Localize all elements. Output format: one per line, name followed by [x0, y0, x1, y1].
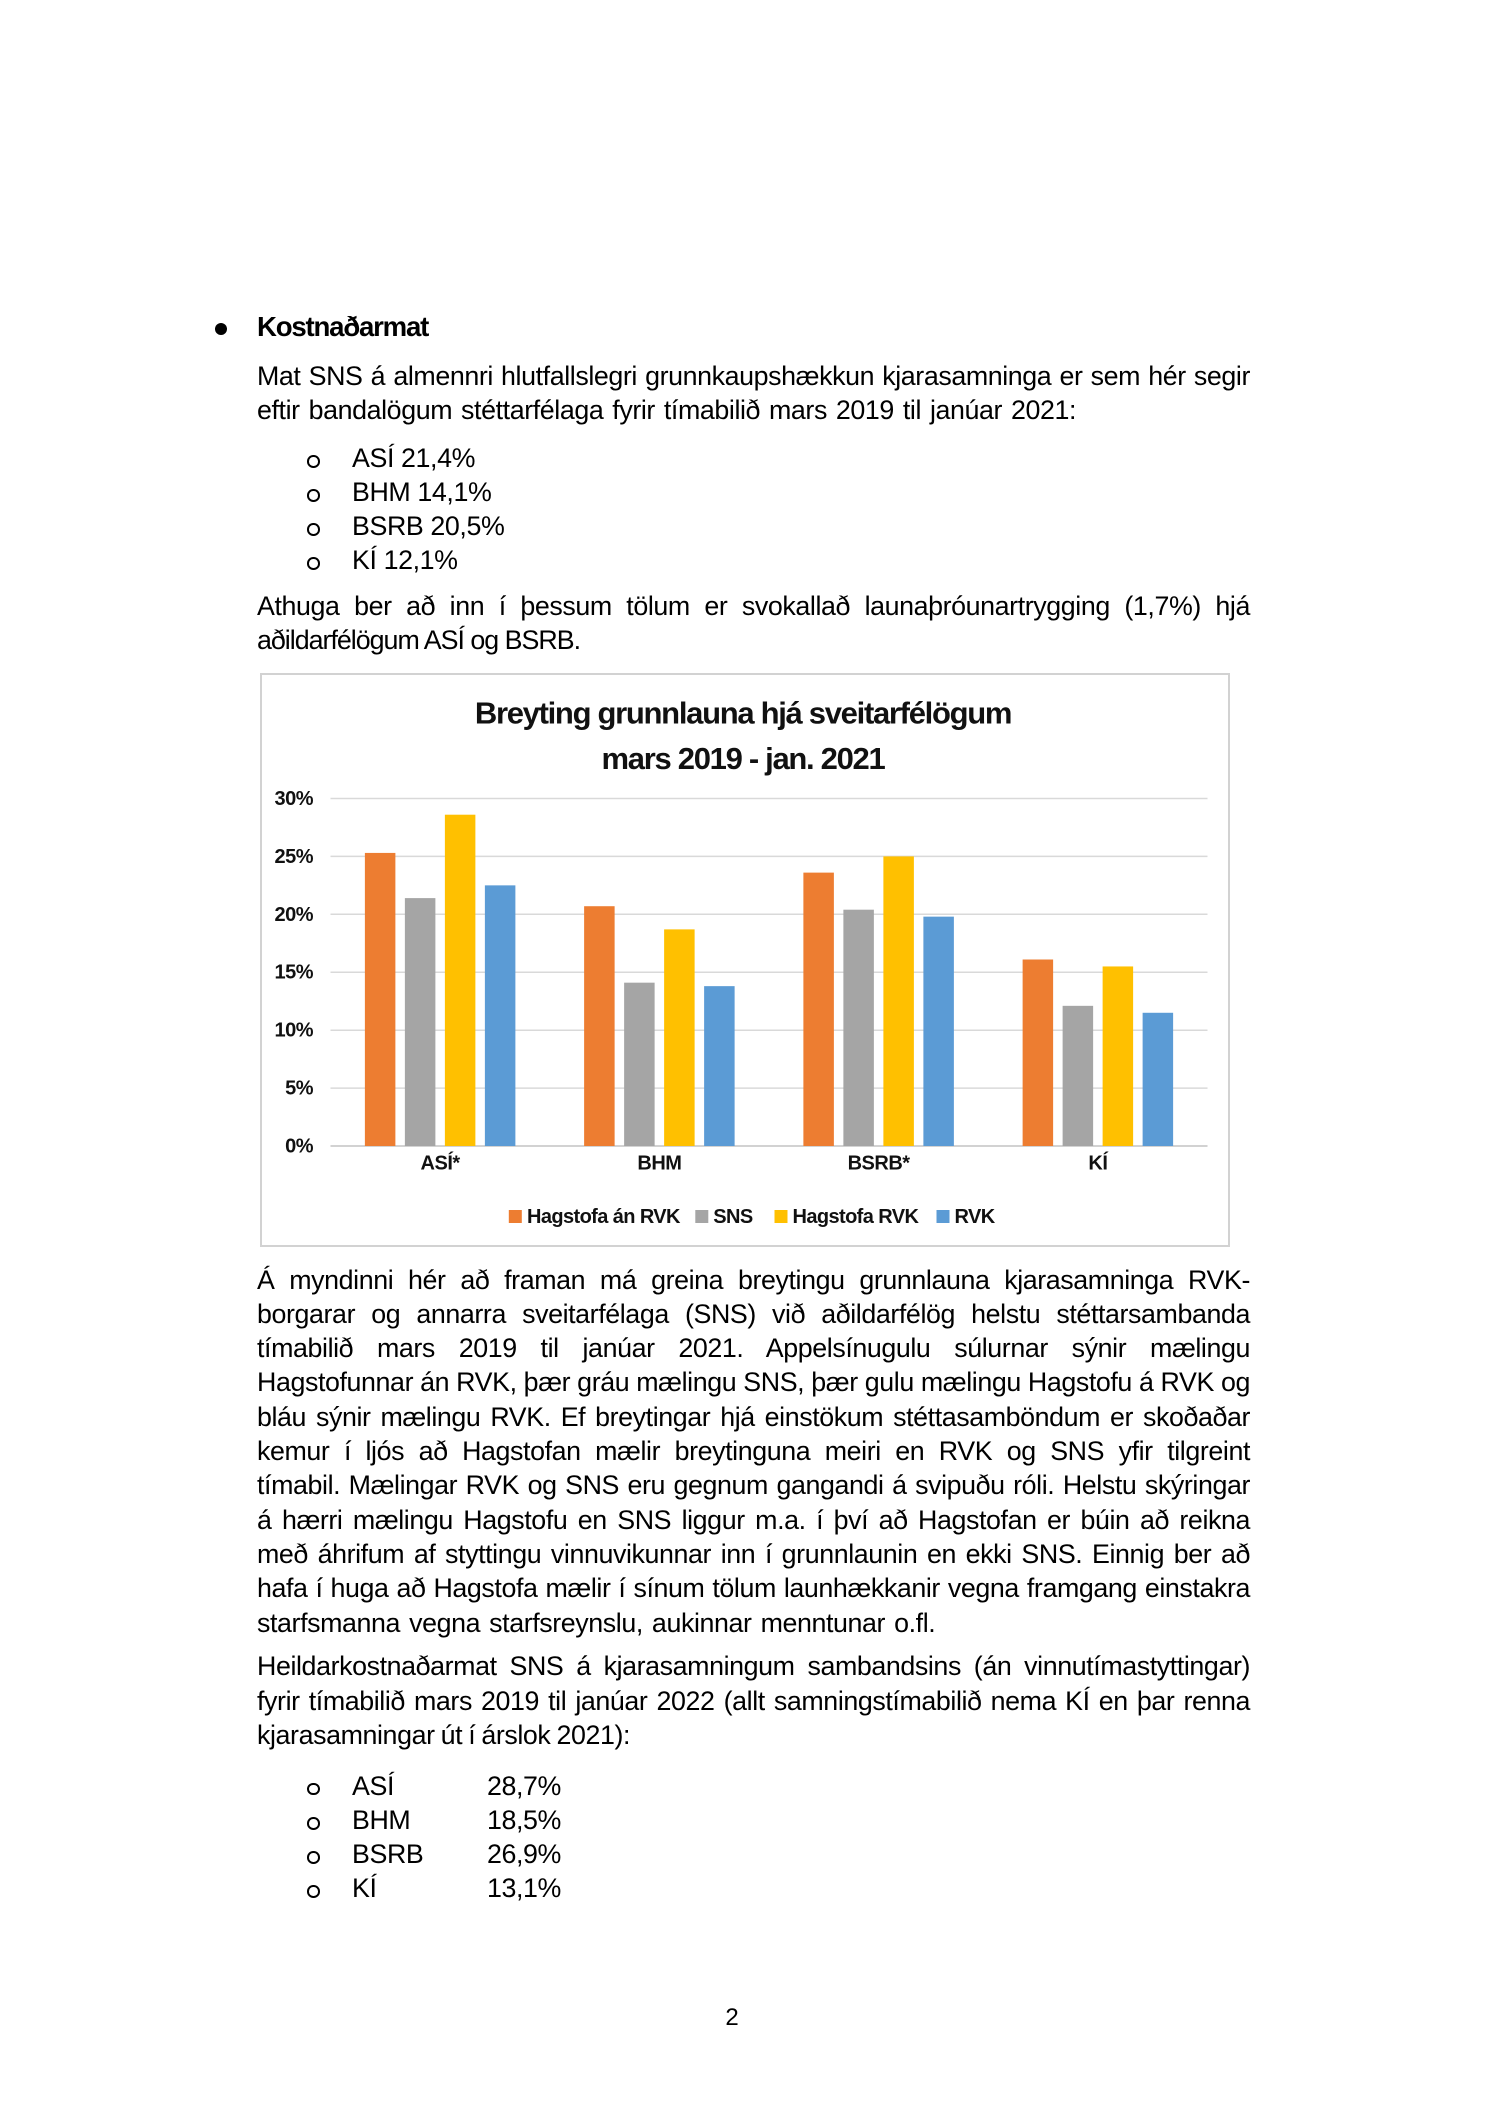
svg-text:mars 2019 - jan. 2021: mars 2019 - jan. 2021 — [602, 741, 886, 776]
svg-text:Hagstofa RVK: Hagstofa RVK — [793, 1206, 920, 1228]
svg-text:15%: 15% — [274, 962, 313, 984]
svg-text:5%: 5% — [285, 1078, 314, 1100]
svg-text:BSRB*: BSRB* — [848, 1153, 911, 1175]
svg-text:20%: 20% — [274, 904, 313, 926]
svg-text:SNS: SNS — [713, 1206, 753, 1228]
svg-text:Breyting grunnlauna hjá sveita: Breyting grunnlauna hjá sveitarfélögum — [475, 696, 1011, 731]
svg-text:BHM: BHM — [637, 1153, 681, 1175]
svg-text:25%: 25% — [274, 846, 313, 868]
svg-text:RVK: RVK — [955, 1206, 996, 1228]
svg-text:30%: 30% — [274, 788, 313, 810]
svg-text:10%: 10% — [274, 1020, 313, 1042]
svg-text:ASÍ*: ASÍ* — [421, 1152, 461, 1175]
svg-text:KÍ: KÍ — [1088, 1152, 1108, 1175]
svg-text:Hagstofa án RVK: Hagstofa án RVK — [527, 1206, 681, 1228]
svg-text:0%: 0% — [285, 1136, 314, 1158]
